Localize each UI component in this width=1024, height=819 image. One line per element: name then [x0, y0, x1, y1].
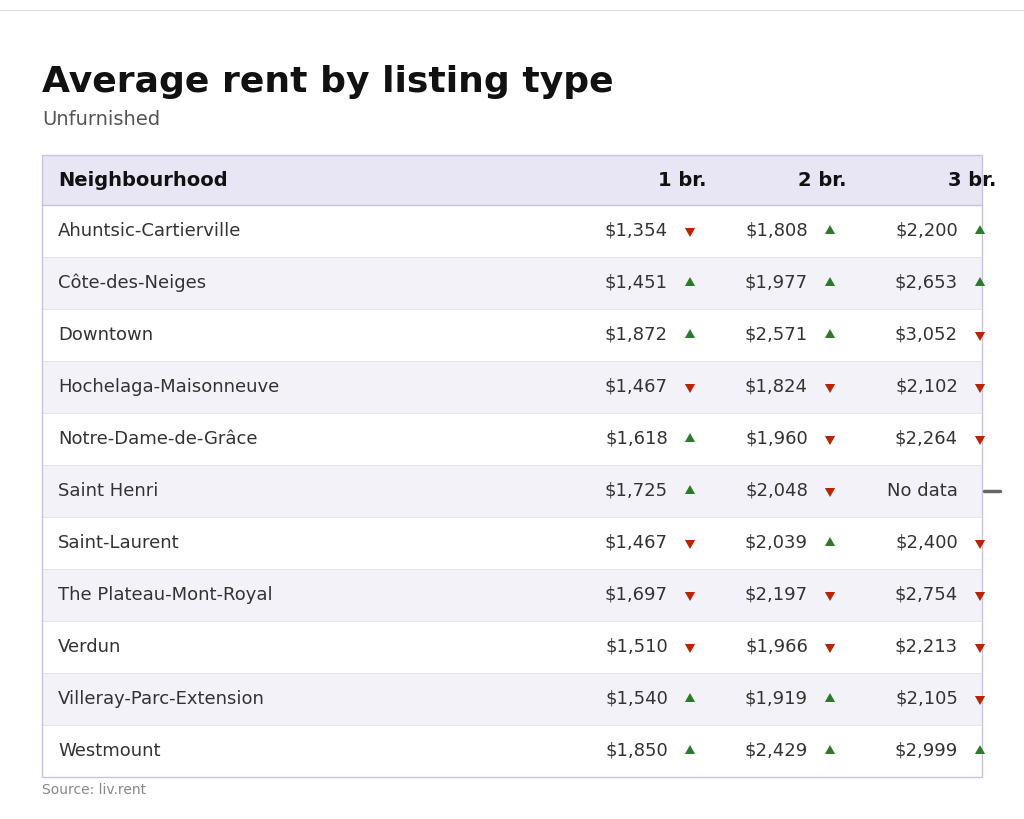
Text: $2,400: $2,400 [895, 534, 958, 552]
Bar [42, 569, 982, 621]
Text: $1,618: $1,618 [605, 430, 668, 448]
Text: $2,264: $2,264 [895, 430, 958, 448]
Text: 2 br.: 2 br. [798, 170, 846, 189]
Bar [42, 413, 982, 465]
Text: $2,105: $2,105 [895, 690, 958, 708]
Polygon shape [685, 592, 695, 601]
Polygon shape [975, 225, 985, 234]
Text: $2,039: $2,039 [745, 534, 808, 552]
Polygon shape [825, 745, 836, 754]
Polygon shape [685, 433, 695, 442]
Text: $2,653: $2,653 [895, 274, 958, 292]
Text: $2,197: $2,197 [744, 586, 808, 604]
Polygon shape [825, 225, 836, 234]
Text: $1,966: $1,966 [745, 638, 808, 656]
Text: $1,540: $1,540 [605, 690, 668, 708]
Polygon shape [685, 329, 695, 338]
Polygon shape [825, 537, 836, 546]
Text: Saint-Laurent: Saint-Laurent [58, 534, 179, 552]
Bar [42, 725, 982, 777]
Bar [42, 257, 982, 309]
Text: $1,467: $1,467 [605, 534, 668, 552]
Text: $1,824: $1,824 [745, 378, 808, 396]
Text: $1,725: $1,725 [605, 482, 668, 500]
Text: $3,052: $3,052 [895, 326, 958, 344]
Bar [42, 673, 982, 725]
Bar [42, 465, 982, 517]
Polygon shape [975, 332, 985, 341]
Text: $2,754: $2,754 [895, 586, 958, 604]
Polygon shape [685, 485, 695, 494]
Text: Hochelaga-Maisonneuve: Hochelaga-Maisonneuve [58, 378, 280, 396]
Polygon shape [975, 745, 985, 754]
Text: $1,354: $1,354 [605, 222, 668, 240]
Text: $2,213: $2,213 [895, 638, 958, 656]
Text: Notre-Dame-de-Grâce: Notre-Dame-de-Grâce [58, 430, 257, 448]
Text: Source: liv.rent: Source: liv.rent [42, 783, 146, 797]
Text: Downtown: Downtown [58, 326, 154, 344]
Text: $2,999: $2,999 [895, 742, 958, 760]
Polygon shape [685, 540, 695, 549]
Text: No data: No data [887, 482, 958, 500]
Text: $2,200: $2,200 [895, 222, 958, 240]
Text: 3 br.: 3 br. [948, 170, 996, 189]
Text: $1,808: $1,808 [745, 222, 808, 240]
Polygon shape [975, 384, 985, 393]
Text: $1,467: $1,467 [605, 378, 668, 396]
Polygon shape [825, 384, 836, 393]
Text: Average rent by listing type: Average rent by listing type [42, 65, 613, 99]
Polygon shape [825, 488, 836, 497]
Text: Neighbourhood: Neighbourhood [58, 170, 227, 189]
Polygon shape [685, 228, 695, 237]
Bar [42, 621, 982, 673]
Text: $2,102: $2,102 [895, 378, 958, 396]
Text: Côte-des-Neiges: Côte-des-Neiges [58, 274, 206, 292]
Text: $1,451: $1,451 [605, 274, 668, 292]
Text: Unfurnished: Unfurnished [42, 110, 160, 129]
Polygon shape [825, 436, 836, 445]
Polygon shape [975, 644, 985, 653]
Bar [42, 309, 982, 361]
Polygon shape [685, 277, 695, 286]
Bar [42, 517, 982, 569]
Polygon shape [685, 384, 695, 393]
Polygon shape [825, 644, 836, 653]
Bar [42, 155, 982, 205]
Text: $2,048: $2,048 [745, 482, 808, 500]
Polygon shape [685, 644, 695, 653]
Bar [42, 361, 982, 413]
Polygon shape [975, 592, 985, 601]
Text: $1,977: $1,977 [744, 274, 808, 292]
Text: $1,919: $1,919 [745, 690, 808, 708]
Text: $1,850: $1,850 [605, 742, 668, 760]
Text: The Plateau-Mont-Royal: The Plateau-Mont-Royal [58, 586, 272, 604]
Polygon shape [825, 329, 836, 338]
Polygon shape [685, 745, 695, 754]
Polygon shape [975, 277, 985, 286]
Text: 1 br.: 1 br. [657, 170, 707, 189]
Text: Saint Henri: Saint Henri [58, 482, 159, 500]
Bar [42, 205, 982, 257]
Bar [42, 155, 982, 777]
Text: $2,429: $2,429 [744, 742, 808, 760]
Polygon shape [825, 693, 836, 702]
Text: $1,872: $1,872 [605, 326, 668, 344]
Polygon shape [975, 436, 985, 445]
Text: Westmount: Westmount [58, 742, 161, 760]
Text: $1,697: $1,697 [605, 586, 668, 604]
Text: Ahuntsic-Cartierville: Ahuntsic-Cartierville [58, 222, 242, 240]
Polygon shape [685, 693, 695, 702]
Polygon shape [975, 696, 985, 705]
Text: Villeray-Parc-Extension: Villeray-Parc-Extension [58, 690, 265, 708]
Polygon shape [975, 540, 985, 549]
Polygon shape [825, 592, 836, 601]
Text: $2,571: $2,571 [744, 326, 808, 344]
Polygon shape [825, 277, 836, 286]
Text: Verdun: Verdun [58, 638, 122, 656]
Text: $1,510: $1,510 [605, 638, 668, 656]
Text: $1,960: $1,960 [745, 430, 808, 448]
